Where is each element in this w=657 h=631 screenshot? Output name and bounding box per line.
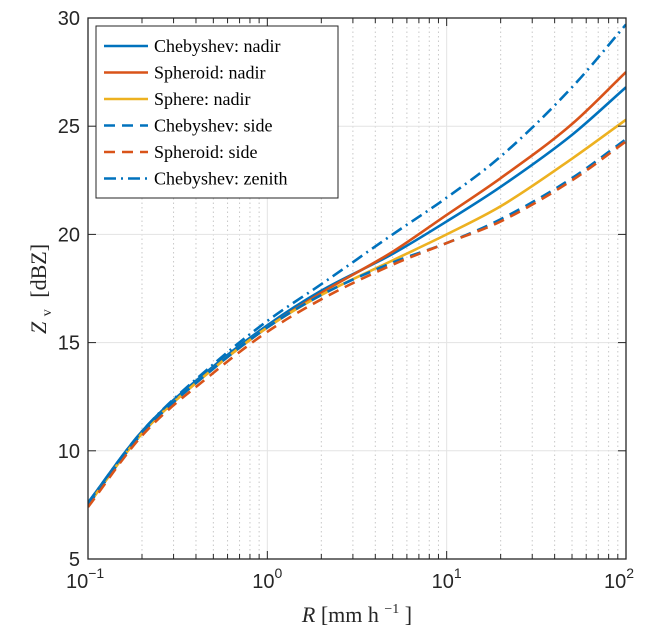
x-tick-label-exp: 2 — [626, 565, 634, 581]
legend-label-0: Chebyshev: nadir — [154, 36, 280, 56]
x-axis-label-main: R — [301, 602, 316, 627]
series-line-5 — [88, 23, 626, 504]
legend-label-1: Spheroid: nadir — [154, 63, 265, 83]
y-tick-label: 15 — [58, 333, 80, 355]
y-axis-label-sub: v — [40, 309, 55, 316]
y-tick-label: 30 — [58, 8, 80, 30]
y-tick-label: 10 — [58, 441, 80, 463]
series-line-3 — [88, 138, 626, 506]
legend-label-3: Chebyshev: side — [154, 116, 273, 136]
y-tick-label: 5 — [69, 549, 80, 571]
ticks — [87, 17, 627, 560]
x-tick-label: 102 — [604, 565, 634, 593]
x-tick-label: 100 — [252, 565, 282, 593]
legend-box — [95, 25, 339, 199]
y-axis-label-main: Z — [26, 321, 51, 334]
y-tick-label: 20 — [58, 224, 80, 246]
x-tick-label-exp: 0 — [275, 565, 283, 581]
x-axis-label: R [mm h −1 ] — [301, 593, 412, 627]
series-layer — [88, 23, 626, 508]
legend-label-2: Sphere: nadir — [154, 89, 250, 109]
x-tick-label-base: 10 — [432, 571, 454, 593]
x-axis-label-unit: [mm h — [321, 602, 379, 627]
x-tick-label-base: 10 — [66, 571, 88, 593]
x-tick-label: 101 — [432, 565, 462, 593]
x-axis-label-close: ] — [405, 602, 412, 627]
x-tick-label: 10−1 — [66, 565, 104, 593]
legend: Chebyshev: nadir Spheroid: nadir Sphere: n… — [95, 25, 339, 199]
y-tick-label: 25 — [58, 116, 80, 138]
x-axis-label-exp: −1 — [384, 602, 399, 617]
x-tick-label-exp: 1 — [454, 565, 462, 581]
x-tick-label-exp: −1 — [88, 565, 104, 581]
x-tick-label-base: 10 — [604, 571, 626, 593]
y-axis-label: Z v [dBZ] — [26, 244, 56, 334]
series-line-4 — [88, 140, 626, 508]
legend-label-4: Spheroid: side — [154, 142, 258, 162]
plot-frame — [87, 17, 627, 560]
legend-label-5: Chebyshev: zenith — [154, 169, 287, 189]
y-axis-label-unit: [dBZ] — [26, 244, 51, 298]
x-tick-label-base: 10 — [252, 571, 274, 593]
